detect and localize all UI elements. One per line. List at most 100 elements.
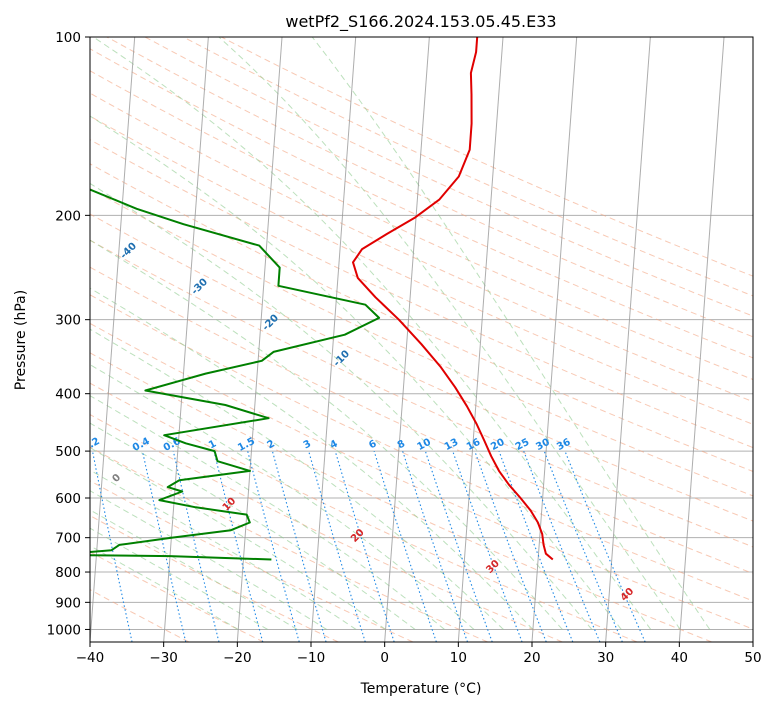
- chart-title: wetPf2_S166.2024.153.05.45.E33: [285, 12, 556, 32]
- mixing-ratio-label: 1: [207, 438, 218, 451]
- dry-adiabat: [90, 352, 712, 642]
- moist-adiabats: [90, 37, 711, 630]
- mixing-ratio-line: [402, 450, 469, 642]
- moist-adiabat: [90, 527, 268, 630]
- dry-adiabat: [90, 213, 753, 522]
- mixing-ratio-line: [334, 450, 395, 642]
- dry-adiabat: [90, 239, 753, 548]
- mixing-ratio-line: [213, 450, 264, 642]
- mixing-ratio-label: 8: [396, 438, 407, 451]
- x-tick-label: 10: [450, 650, 467, 666]
- y-tick-label: 800: [55, 565, 81, 581]
- moist-adiabat: [90, 115, 622, 630]
- plot-frame: [89, 36, 754, 643]
- y-tick-label: 500: [55, 444, 81, 460]
- mixing-ratio-line: [543, 450, 623, 642]
- mixing-ratio-line: [498, 450, 574, 642]
- moist-adiabat: [90, 490, 327, 630]
- dry-adiabat: [90, 414, 563, 642]
- dry-adiabat: [90, 322, 753, 630]
- dry-adiabat: [90, 115, 753, 425]
- y-tick-label: 1000: [47, 622, 81, 638]
- dry-adiabat: [144, 37, 753, 317]
- moist-adiabat: [90, 328, 504, 630]
- mixing-ratio-line: [474, 450, 547, 642]
- moist-adiabat: [311, 37, 711, 630]
- x-tick-label: 20: [523, 650, 540, 666]
- dry-adiabat: [90, 589, 190, 642]
- dry-adiabat: [90, 294, 753, 602]
- isotherm: [90, 37, 136, 642]
- x-tick-label: −30: [149, 650, 178, 666]
- y-tick-label: 300: [55, 313, 81, 329]
- x-tick-label: −20: [223, 650, 252, 666]
- dry-adiabat: [182, 37, 753, 297]
- moist-adiabat: [90, 364, 475, 630]
- isotherm: [163, 37, 209, 642]
- x-tick-label: 50: [744, 650, 761, 666]
- dry-adiabat: [90, 70, 753, 381]
- x-axis-ticks: −40 −30 −20 −10 0 10 20 30 40 50: [76, 642, 762, 666]
- moist-adiabat: [90, 447, 386, 630]
- moist-adiabat: [90, 422, 416, 630]
- y-tick-label: 400: [55, 387, 81, 403]
- isotherm: [236, 37, 283, 642]
- mixing-ratio-line: [271, 450, 327, 642]
- mixing-ratio-label: 2: [266, 438, 277, 451]
- moist-adiabat: [90, 545, 239, 630]
- dry-adiabats: [90, 37, 753, 642]
- y-tick-label: 200: [55, 208, 81, 224]
- dry-adiabat: [90, 139, 753, 449]
- moist-adiabat: [93, 37, 652, 630]
- isotherm: [457, 37, 504, 642]
- mixing-ratio-label: 3: [302, 438, 313, 451]
- x-tick-label: 0: [380, 650, 389, 666]
- mixing-ratio-line: [373, 450, 437, 642]
- x-tick-label: 40: [671, 650, 688, 666]
- mixing-ratio-label: 0.2: [81, 436, 102, 454]
- y-tick-label: 700: [55, 531, 81, 547]
- isotherm: [531, 37, 578, 642]
- moist-adiabat: [90, 182, 593, 630]
- mixing-ratio-label: 6: [367, 438, 378, 451]
- dry-adiabat: [90, 551, 264, 642]
- mixing-ratio-line: [141, 450, 187, 642]
- mixing-ratio-line: [247, 450, 300, 642]
- moist-adiabat: [90, 287, 534, 630]
- y-tick-label: 100: [55, 30, 81, 46]
- mixing-ratio-line: [452, 450, 523, 642]
- x-axis-label: Temperature (°C): [360, 681, 482, 697]
- dry-adiabat: [90, 188, 753, 497]
- dry-adiabat: [90, 446, 488, 642]
- mixing-ratio-line: [523, 450, 601, 642]
- temperature-profile: [352, 37, 554, 561]
- moist-adiabat: [218, 37, 681, 630]
- pressure-gridlines: [90, 37, 753, 630]
- moist-adiabat: [90, 239, 563, 630]
- mixing-ratio-line: [424, 450, 493, 642]
- mixing-ratio-line: [564, 450, 646, 642]
- isotherms: [90, 37, 753, 642]
- y-axis-ticks: 100 200 300 400 500 600 700 800 900 1000: [47, 30, 90, 638]
- mixing-ratio-label: 4: [328, 438, 339, 451]
- mixing-ratio-line: [91, 450, 133, 642]
- x-tick-label: −40: [76, 650, 105, 666]
- dry-adiabat: [90, 266, 753, 575]
- isotherm: [310, 37, 357, 642]
- isotherm: [678, 37, 725, 642]
- y-axis-label: Pressure (hPa): [13, 290, 29, 390]
- y-tick-label: 600: [55, 491, 81, 507]
- profile-series: [90, 37, 554, 561]
- isotherm: [605, 37, 651, 642]
- moist-adiabat: [90, 509, 298, 630]
- x-tick-label: −10: [297, 650, 326, 666]
- dewpoint-profile: [90, 188, 381, 561]
- mixing-ratio-lines: [91, 450, 646, 642]
- mixing-ratio-line: [308, 450, 366, 642]
- y-tick-label: 900: [55, 595, 81, 611]
- mixing-ratio-line: [172, 450, 220, 642]
- isotherm: [384, 37, 430, 642]
- x-tick-label: 30: [597, 650, 614, 666]
- dry-adiabat: [90, 48, 753, 359]
